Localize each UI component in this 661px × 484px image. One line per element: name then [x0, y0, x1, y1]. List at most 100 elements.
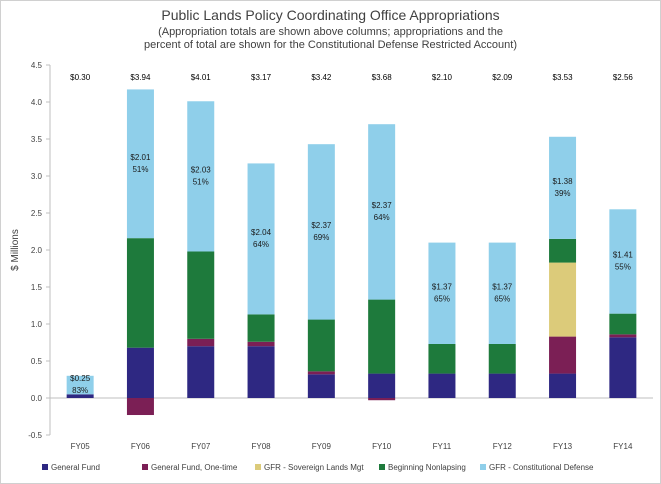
cd-amount-label: $1.37 [432, 282, 453, 291]
bar-segment-fy14-series-3 [609, 313, 637, 335]
cd-amount-label: $0.25 [70, 374, 91, 383]
legend-swatch [42, 464, 48, 470]
legend-label: Beginning Nonlapsing [388, 463, 466, 472]
y-tick-label: 2.0 [31, 246, 43, 255]
x-tick-label: FY11 [433, 442, 452, 451]
bar-segment-fy12-series-4 [488, 242, 516, 344]
cd-percent-label: 39% [555, 189, 571, 198]
cd-percent-label: 64% [374, 213, 390, 222]
y-tick-label: 3.5 [31, 135, 43, 144]
bar-segment-fy10-series-0 [368, 373, 396, 398]
y-tick-label: 0.0 [31, 394, 43, 403]
total-label: $3.42 [311, 73, 332, 82]
x-tick-label: FY06 [131, 442, 151, 451]
cd-percent-label: 69% [313, 233, 329, 242]
cd-amount-label: $1.38 [553, 177, 574, 186]
y-tick-label: 4.5 [31, 61, 43, 70]
total-label: $3.94 [130, 73, 151, 82]
bar-segment-fy13-series-3 [549, 238, 577, 263]
bar-segment-fy06-series-1 [126, 398, 154, 416]
cd-percent-label: 83% [72, 386, 88, 395]
bar-segment-fy12-series-0 [488, 373, 516, 398]
bar-segment-fy13-series-1 [549, 336, 577, 374]
legend-label: GFR - Sovereign Lands Mgt [264, 463, 364, 472]
total-label: $4.01 [191, 73, 212, 82]
x-tick-label: FY07 [191, 442, 211, 451]
cd-percent-label: 65% [434, 294, 450, 303]
x-tick-label: FY10 [372, 442, 392, 451]
bar-segment-fy13-series-2 [549, 262, 577, 337]
bar-segment-fy06-series-0 [126, 347, 154, 398]
bar-segment-fy09-series-4 [307, 144, 335, 320]
total-label: $2.56 [613, 73, 634, 82]
bar-segment-fy08-series-4 [247, 163, 275, 315]
bar-segment-fy05-series-4 [66, 375, 94, 395]
legend-label: General Fund [51, 463, 100, 472]
bar-segment-fy07-series-0 [187, 346, 215, 398]
cd-amount-label: $2.03 [191, 165, 212, 174]
bar-segment-fy14-series-0 [609, 337, 637, 398]
cd-amount-label: $2.37 [311, 221, 332, 230]
bar-segment-fy14-series-4 [609, 209, 637, 314]
bar-segment-fy11-series-0 [428, 373, 456, 398]
bar-segment-fy09-series-3 [307, 319, 335, 372]
cd-amount-label: $1.41 [613, 250, 634, 259]
total-label: $3.68 [372, 73, 393, 82]
bar-segment-fy12-series-3 [488, 343, 516, 374]
bar-segment-fy07-series-3 [187, 251, 215, 339]
x-tick-label: FY08 [251, 442, 271, 451]
bar-segment-fy11-series-3 [428, 343, 456, 374]
x-tick-label: FY13 [553, 442, 573, 451]
bar-segment-fy10-series-3 [368, 299, 396, 374]
cd-percent-label: 55% [615, 262, 631, 271]
legend-swatch [379, 464, 385, 470]
chart-title: Public Lands Policy Coordinating Office … [161, 7, 500, 23]
subtitle-line-1: (Appropriation totals are shown above co… [158, 26, 503, 38]
legend-swatch [480, 464, 486, 470]
legend-swatch [142, 464, 148, 470]
bar-segment-fy13-series-4 [549, 136, 577, 239]
y-tick-label: 1.0 [31, 320, 43, 329]
total-label: $2.09 [492, 73, 513, 82]
cd-amount-label: $2.04 [251, 228, 272, 237]
legend-label: General Fund, One-time [151, 463, 238, 472]
bar-segment-fy08-series-0 [247, 346, 275, 398]
cd-amount-label: $2.01 [130, 153, 151, 162]
x-tick-label: FY12 [493, 442, 513, 451]
y-tick-label: 0.5 [31, 357, 43, 366]
bar-segment-fy10-series-1 [368, 398, 396, 401]
y-tick-label: 1.5 [31, 283, 43, 292]
bar-segment-fy07-series-1 [187, 338, 215, 347]
cd-amount-label: $1.37 [492, 282, 513, 291]
x-tick-label: FY14 [613, 442, 633, 451]
y-tick-label: 2.5 [31, 209, 43, 218]
total-label: $0.30 [70, 73, 91, 82]
subtitle-line-2: percent of total are shown for the Const… [144, 39, 517, 51]
x-tick-label: FY05 [71, 442, 91, 451]
legend-label: GFR - Constitutional Defense [489, 463, 594, 472]
cd-percent-label: 51% [132, 165, 148, 174]
cd-percent-label: 65% [494, 294, 510, 303]
bar-segment-fy08-series-3 [247, 314, 275, 342]
bar-segment-fy13-series-0 [549, 373, 577, 398]
y-tick-label: 3.0 [31, 172, 43, 181]
cd-amount-label: $2.37 [372, 201, 393, 210]
bar-segment-fy09-series-1 [307, 371, 335, 375]
bar-segment-fy08-series-1 [247, 341, 275, 347]
bar-segment-fy07-series-4 [187, 101, 215, 252]
y-tick-label: -0.5 [28, 431, 42, 440]
y-tick-label: 4.0 [31, 98, 43, 107]
bar-segment-fy09-series-0 [307, 374, 335, 398]
bar-segment-fy05-series-0 [66, 394, 94, 398]
total-label: $3.17 [251, 73, 272, 82]
chart-subtitle: (Appropriation totals are shown above co… [1, 26, 660, 52]
bar-segment-fy06-series-4 [126, 89, 154, 239]
bar-segment-fy06-series-3 [126, 238, 154, 348]
cd-percent-label: 51% [193, 177, 209, 186]
bar-segment-fy11-series-4 [428, 242, 456, 344]
cd-percent-label: 64% [253, 240, 269, 249]
total-label: $2.10 [432, 73, 453, 82]
total-label: $3.53 [553, 73, 574, 82]
